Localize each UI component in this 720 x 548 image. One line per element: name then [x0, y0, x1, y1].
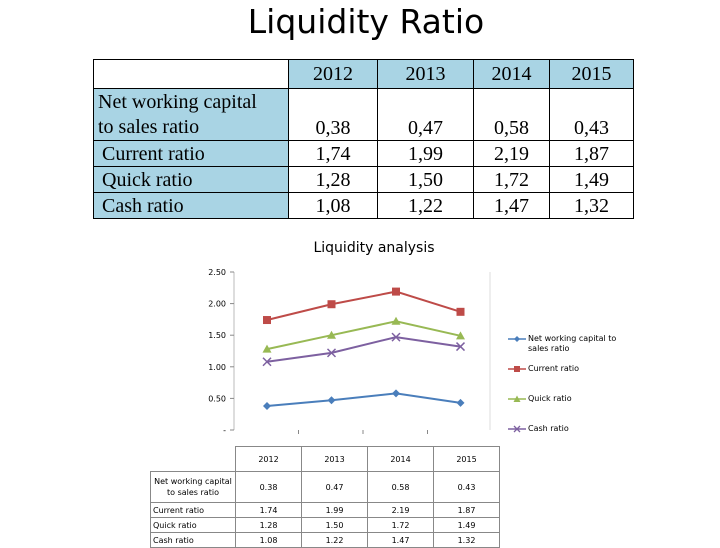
- table-cell: 1,32: [549, 192, 634, 219]
- y-tick-label: 2.50: [208, 268, 226, 277]
- chart-table-label: Cash ratio: [150, 532, 236, 548]
- table-cell: 1,08: [288, 192, 378, 219]
- y-tick-label: -: [223, 426, 226, 435]
- chart-table-cell: 1.72: [367, 517, 434, 533]
- chart-table-row: Current ratio 1.74 1.99 2.19 1.87: [150, 502, 500, 518]
- chart-table-row: Cash ratio 1.08 1.22 1.47 1.32: [150, 532, 500, 548]
- chart-table-year: 2015: [433, 446, 500, 472]
- legend-marker: [514, 336, 520, 342]
- table-cell: 1,22: [377, 192, 474, 219]
- data-point: [327, 300, 336, 309]
- chart-table-year: 2012: [235, 446, 302, 472]
- chart-table-cell: 1.08: [235, 532, 302, 548]
- legend-swatch: [508, 366, 526, 372]
- chart-table-cell: 1.47: [367, 532, 434, 548]
- data-point: [391, 332, 401, 342]
- data-point: [392, 389, 400, 398]
- y-tick-label: 1.00: [208, 363, 226, 372]
- data-point: [262, 344, 272, 353]
- chart-table-cell: 1.87: [433, 502, 500, 518]
- chart-table-header-row: 2012 2013 2014 2015: [151, 446, 500, 472]
- legend-marker: [514, 366, 520, 372]
- legend-swatch: [508, 425, 526, 433]
- chart-table-cell: 1.50: [301, 517, 368, 533]
- y-tick-label: 0.50: [208, 394, 226, 403]
- page-title: Liquidity Ratio: [247, 2, 485, 41]
- data-point: [455, 342, 466, 352]
- data-point: [456, 331, 465, 340]
- chart-table-cell: 2.19: [367, 502, 434, 518]
- data-point: [327, 396, 336, 405]
- legend-swatch: [508, 336, 526, 342]
- legend-label: Cash ratio: [528, 424, 569, 433]
- table-cell: 2,19: [473, 140, 550, 167]
- legend-label: Net working capital to sales ratio: [528, 334, 617, 353]
- table-year-header: 2015: [549, 59, 634, 89]
- data-point: [263, 401, 271, 410]
- table-cell: 1,28: [288, 166, 378, 193]
- chart-table-cell: 0.38: [235, 471, 302, 503]
- table-cell: 0,43: [549, 88, 634, 141]
- table-cell: 0,38: [288, 88, 378, 141]
- table-cell: 0,58: [473, 88, 550, 141]
- data-point: [456, 307, 465, 316]
- table-row: Net working capital to sales ratio 0,38 …: [93, 88, 634, 141]
- table-cell: 0,47: [377, 88, 474, 141]
- legend-label: Quick ratio: [528, 394, 572, 403]
- data-point: [392, 287, 400, 296]
- chart-table-cell: 1.49: [433, 517, 500, 533]
- chart-table-label-text: Net working capital to sales ratio: [154, 477, 232, 497]
- chart-table-cell: 1.74: [235, 502, 302, 518]
- chart-table-corner: [151, 447, 236, 472]
- chart-table-year: 2013: [301, 446, 368, 472]
- table-corner-cell: [93, 59, 289, 89]
- chart-table-label: Current ratio: [150, 502, 236, 518]
- chart-table-cell: 1.32: [433, 532, 500, 548]
- series-line: [266, 392, 461, 407]
- table-cell: 1,74: [288, 140, 378, 167]
- table-row-label: Cash ratio: [93, 192, 289, 219]
- chart-table-row: Net working capital to sales ratio 0.38 …: [150, 471, 500, 503]
- table-cell: 1,47: [473, 192, 550, 219]
- table-row-label: Net working capital to sales ratio: [93, 88, 289, 141]
- table-cell: 1,50: [377, 166, 474, 193]
- table-cell: 1,99: [377, 140, 474, 167]
- legend-marker: [513, 425, 521, 433]
- table-year-header: 2014: [473, 59, 550, 89]
- legend-swatch: [508, 395, 526, 402]
- table-row: Cash ratio 1,08 1,22 1,47 1,32: [93, 192, 634, 219]
- chart-table-cell: 1.22: [301, 532, 368, 548]
- table-cell: 1,87: [549, 140, 634, 167]
- chart-table-year: 2014: [367, 446, 434, 472]
- data-point: [327, 330, 336, 339]
- chart-table-cell: 1.28: [235, 517, 302, 533]
- data-point: [262, 357, 272, 367]
- data-point: [456, 398, 465, 407]
- series-line: [266, 320, 461, 351]
- series-line: [266, 290, 461, 322]
- chart-table-label: Net working capital to sales ratio: [150, 471, 236, 503]
- row-label-text: Net working capital to sales ratio: [98, 90, 257, 138]
- chart-title: Liquidity analysis: [313, 240, 435, 256]
- data-point: [263, 316, 271, 325]
- chart-table-cell: 0.43: [433, 471, 500, 503]
- y-tick-label: 2.00: [208, 300, 226, 309]
- y-tick-label: 1.50: [208, 331, 226, 340]
- chart-table-cell: 0.47: [301, 471, 368, 503]
- table-row: Current ratio 1,74 1,99 2,19 1,87: [93, 140, 634, 167]
- chart-table-cell: 0.58: [367, 471, 434, 503]
- chart-table-label: Quick ratio: [150, 517, 236, 533]
- chart-table-cell: 1.99: [301, 502, 368, 518]
- series-line: [266, 336, 461, 363]
- liquidity-ratio-table: 2012 2013 2014 2015 Net working capital …: [93, 59, 634, 219]
- chart-table-row: Quick ratio 1.28 1.50 1.72 1.49: [150, 517, 500, 533]
- table-header-row: 2012 2013 2014 2015: [93, 59, 634, 89]
- data-point: [391, 316, 401, 325]
- table-cell: 1,49: [549, 166, 634, 193]
- chart-data-table: 2012 2013 2014 2015 Net working capital …: [150, 446, 500, 548]
- data-point: [326, 348, 337, 358]
- legend-marker: [513, 395, 521, 402]
- legend-label: Current ratio: [528, 364, 580, 373]
